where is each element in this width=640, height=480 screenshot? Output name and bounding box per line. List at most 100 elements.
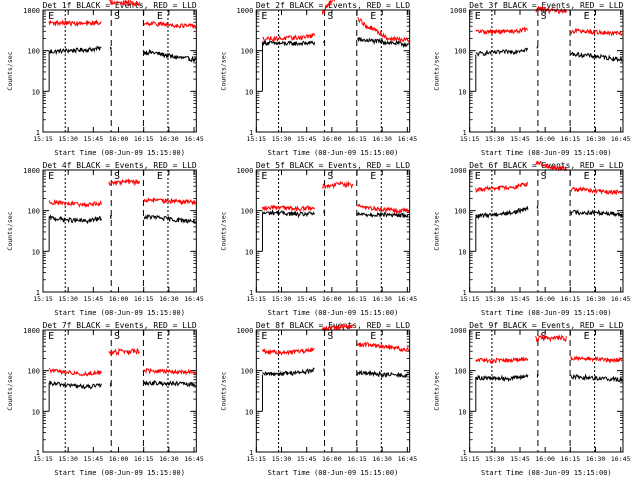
- events-trace: [143, 214, 197, 225]
- panel-title: Det 9f BLACK = Events, RED = LLD: [469, 321, 623, 330]
- x-tick-label: 15:45: [297, 455, 317, 463]
- y-tick-label: 10: [245, 88, 253, 96]
- event-label: E: [475, 171, 481, 182]
- x-tick-label: 16:30: [372, 455, 392, 463]
- y-tick-label: 100: [454, 208, 467, 216]
- x-tick-label: 15:30: [58, 135, 78, 143]
- panel-title: Det 4f BLACK = Events, RED = LLD: [43, 161, 197, 170]
- x-tick-label: 16:15: [347, 455, 367, 463]
- lld-trace: [475, 26, 529, 35]
- x-tick-label: 16:15: [561, 455, 581, 463]
- x-axis-label: Start Time (08-Jun-09 15:15:00): [268, 309, 399, 317]
- y-axis-label: Counts/sec: [433, 371, 441, 410]
- lld-trace: [262, 204, 316, 213]
- panel-det-2f: Det 2f BLACK = Events, RED = LLD Counts/s…: [219, 0, 417, 157]
- event-label: S: [327, 331, 333, 342]
- lld-trace: [535, 160, 567, 172]
- events-trace: [570, 51, 623, 63]
- lld-trace: [570, 355, 623, 364]
- lld-trace: [357, 203, 410, 215]
- y-tick-label: 1: [36, 289, 40, 297]
- x-tick-label: 15:15: [460, 455, 480, 463]
- events-trace: [570, 208, 623, 218]
- events-trace: [48, 45, 102, 56]
- x-axis-label: Start Time (08-Jun-09 15:15:00): [481, 309, 612, 317]
- event-label: E: [157, 171, 163, 182]
- plot-frame: [255, 9, 411, 133]
- events-trace: [357, 36, 410, 49]
- event-label: E: [370, 11, 376, 22]
- plot-frame: [42, 329, 197, 453]
- y-tick-label: 1: [249, 129, 253, 137]
- x-tick-label: 15:45: [510, 455, 530, 463]
- y-tick-label: 100: [454, 368, 467, 376]
- event-label: S: [114, 331, 120, 342]
- lld-trace: [570, 186, 623, 196]
- lld-trace: [262, 32, 316, 43]
- x-tick-label: 15:30: [485, 135, 505, 143]
- x-tick-label: 16:45: [611, 295, 631, 303]
- y-tick-label: 1000: [236, 167, 253, 175]
- events-trace: [110, 46, 112, 50]
- lld-trace: [321, 323, 354, 332]
- y-tick-label: 100: [241, 48, 254, 56]
- x-tick-label: 15:45: [510, 295, 530, 303]
- events-trace: [143, 379, 197, 388]
- events-trace: [475, 373, 529, 383]
- lld-trace: [108, 0, 141, 7]
- y-tick-label: 1: [36, 449, 40, 457]
- x-tick-label: 15:45: [84, 455, 104, 463]
- x-tick-label: 16:45: [611, 135, 631, 143]
- x-tick-label: 16:30: [586, 135, 606, 143]
- event-label: E: [370, 171, 376, 182]
- y-tick-label: 10: [458, 88, 466, 96]
- x-tick-label: 15:15: [460, 135, 480, 143]
- y-tick-label: 1: [249, 449, 253, 457]
- lld-trace: [48, 19, 102, 28]
- y-tick-label: 1000: [23, 327, 40, 335]
- x-tick-label: 16:45: [184, 455, 204, 463]
- event-label: E: [261, 171, 267, 182]
- lld-trace: [48, 199, 102, 208]
- y-axis-label: Counts/sec: [219, 371, 227, 410]
- x-tick-label: 16:00: [322, 455, 342, 463]
- x-tick-label: 16:00: [322, 135, 342, 143]
- x-axis-label: Start Time (08-Jun-09 15:15:00): [268, 149, 399, 157]
- events-trace: [143, 48, 197, 63]
- events-trace: [48, 380, 102, 390]
- panel-title: Det 5f BLACK = Events, RED = LLD: [256, 161, 410, 170]
- events-trace: [536, 205, 539, 210]
- x-tick-label: 15:45: [84, 135, 104, 143]
- lld-trace: [321, 180, 354, 190]
- y-tick-label: 100: [27, 208, 40, 216]
- event-label: E: [261, 331, 267, 342]
- panel-title: Det 3f BLACK = Events, RED = LLD: [469, 1, 623, 10]
- y-tick-label: 1000: [450, 7, 467, 15]
- x-tick-label: 16:30: [586, 295, 606, 303]
- x-tick-label: 15:30: [485, 455, 505, 463]
- events-trace: [536, 373, 539, 379]
- panel-det-7f: Det 7f BLACK = Events, RED = LLD Counts/s…: [6, 321, 204, 477]
- y-tick-label: 1000: [450, 327, 467, 335]
- x-tick-label: 16:15: [347, 135, 367, 143]
- event-label: E: [584, 331, 590, 342]
- y-tick-label: 10: [32, 248, 40, 256]
- events-trace: [357, 369, 410, 379]
- lld-trace: [108, 347, 140, 357]
- x-tick-label: 15:15: [33, 135, 53, 143]
- panel-det-4f: Det 4f BLACK = Events, RED = LLD Counts/s…: [6, 161, 204, 317]
- x-tick-label: 16:00: [535, 135, 555, 143]
- y-tick-label: 1: [249, 289, 253, 297]
- x-tick-label: 16:00: [109, 135, 129, 143]
- y-tick-label: 10: [32, 88, 40, 96]
- x-tick-label: 16:15: [347, 295, 367, 303]
- events-trace: [262, 39, 316, 47]
- y-tick-label: 1000: [23, 7, 40, 15]
- y-axis-label: Counts/sec: [6, 51, 14, 90]
- panel-det-9f: Det 9f BLACK = Events, RED = LLD Counts/s…: [433, 321, 631, 477]
- panel-title: Det 7f BLACK = Events, RED = LLD: [43, 321, 197, 330]
- x-tick-label: 16:30: [159, 295, 179, 303]
- lld-trace: [143, 196, 197, 206]
- events-trace: [357, 211, 409, 219]
- y-tick-label: 10: [458, 248, 466, 256]
